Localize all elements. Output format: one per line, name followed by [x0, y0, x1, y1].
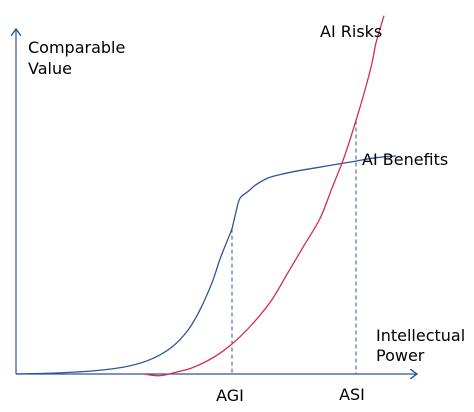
ai-benefits-line — [15, 155, 397, 375]
y-axis-label: Comparable Value — [28, 38, 130, 78]
x-tick-label-agi: AGI — [216, 386, 244, 405]
ai-benefits-label: AI Benefits — [362, 150, 448, 169]
ai-risks-line — [143, 15, 385, 377]
x-tick-label-asi: ASI — [339, 385, 365, 404]
ai-risks-label: AI Risks — [320, 22, 382, 41]
x-axis-label: Intellectual Power — [376, 326, 470, 365]
